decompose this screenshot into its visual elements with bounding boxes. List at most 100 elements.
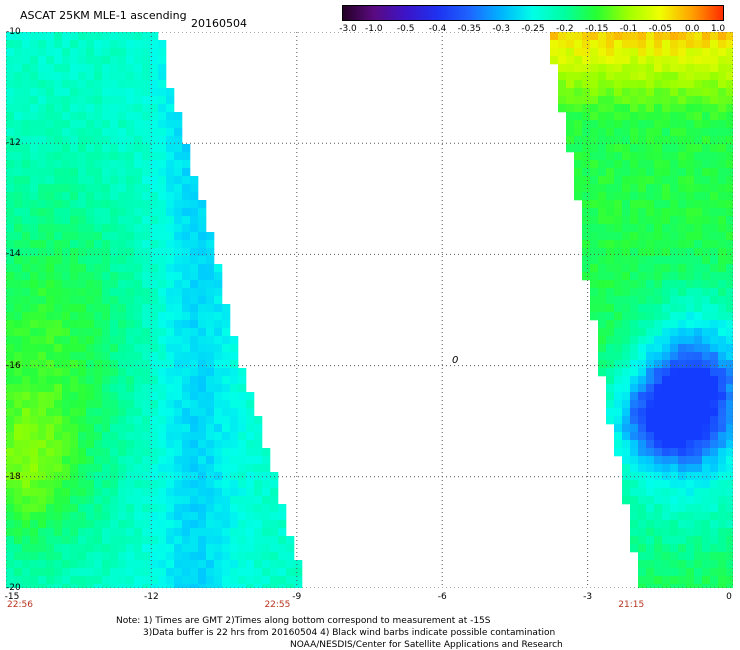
wind-cell: [694, 536, 703, 545]
wind-cell: [606, 192, 615, 201]
wind-cell: [118, 48, 127, 57]
wind-cell: [718, 160, 727, 169]
wind-cell: [726, 552, 733, 561]
wind-cell: [638, 384, 647, 393]
wind-cell: [182, 552, 191, 561]
wind-cell: [166, 312, 175, 321]
wind-cell: [22, 256, 31, 265]
wind-cell: [110, 232, 119, 241]
wind-cell: [22, 240, 31, 249]
wind-cell: [654, 528, 663, 537]
wind-cell: [46, 584, 55, 588]
wind-cell: [150, 240, 159, 249]
wind-cell: [238, 440, 247, 449]
wind-cell: [166, 584, 175, 588]
wind-cell: [694, 320, 703, 329]
wind-cell: [198, 512, 207, 521]
wind-cell: [622, 384, 631, 393]
wind-cell: [206, 504, 215, 513]
wind-cell: [134, 336, 143, 345]
wind-cell: [214, 432, 223, 441]
wind-cell: [142, 488, 151, 497]
wind-cell: [158, 488, 167, 497]
wind-cell: [630, 472, 639, 481]
wind-cell: [694, 272, 703, 281]
wind-cell: [54, 152, 63, 161]
wind-cell: [670, 288, 679, 297]
wind-cell: [78, 344, 87, 353]
wind-cell: [142, 64, 151, 73]
wind-cell: [158, 496, 167, 505]
wind-cell: [558, 72, 567, 81]
wind-cell: [78, 152, 87, 161]
wind-cell: [694, 312, 703, 321]
wind-cell: [174, 504, 183, 513]
wind-cell: [598, 136, 607, 145]
wind-cell: [142, 576, 151, 585]
wind-cell: [694, 192, 703, 201]
wind-cell: [30, 288, 39, 297]
wind-cell: [94, 240, 103, 249]
wind-cell: [702, 496, 711, 505]
wind-cell: [678, 224, 687, 233]
wind-cell: [6, 544, 15, 553]
wind-cell: [622, 296, 631, 305]
wind-cell: [238, 496, 247, 505]
wind-cell: [662, 232, 671, 241]
wind-cell: [158, 144, 167, 153]
wind-cell: [38, 256, 47, 265]
wind-cell: [630, 408, 639, 417]
wind-cell: [70, 552, 79, 561]
wind-cell: [38, 456, 47, 465]
wind-cell: [670, 368, 679, 377]
wind-cell: [598, 352, 607, 361]
wind-cell: [30, 296, 39, 305]
wind-cell: [14, 224, 23, 233]
wind-cell: [38, 240, 47, 249]
wind-cell: [702, 96, 711, 105]
wind-cell: [646, 232, 655, 241]
wind-cell: [182, 536, 191, 545]
wind-cell: [150, 192, 159, 201]
wind-cell: [606, 184, 615, 193]
wind-cell: [94, 96, 103, 105]
wind-cell: [142, 336, 151, 345]
wind-cell: [614, 144, 623, 153]
wind-cell: [726, 152, 733, 161]
wind-cell: [6, 128, 15, 137]
wind-cell: [190, 200, 199, 209]
wind-cell: [78, 416, 87, 425]
wind-cell: [686, 336, 695, 345]
wind-cell: [70, 112, 79, 121]
wind-cell: [702, 536, 711, 545]
wind-cell: [118, 120, 127, 129]
wind-cell: [78, 224, 87, 233]
wind-cell: [702, 232, 711, 241]
wind-cell: [134, 256, 143, 265]
wind-cell: [718, 584, 727, 588]
wind-cell: [726, 176, 733, 185]
wind-cell: [6, 64, 15, 73]
wind-cell: [622, 320, 631, 329]
wind-cell: [166, 336, 175, 345]
wind-cell: [118, 264, 127, 273]
wind-cell: [38, 408, 47, 417]
wind-cell: [158, 168, 167, 177]
wind-cell: [134, 176, 143, 185]
wind-cell: [62, 168, 71, 177]
wind-cell: [262, 480, 271, 489]
wind-cell: [86, 432, 95, 441]
wind-cell: [590, 200, 599, 209]
wind-cell: [598, 120, 607, 129]
wind-cell: [38, 96, 47, 105]
wind-cell: [726, 520, 733, 529]
wind-cell: [198, 496, 207, 505]
wind-cell: [166, 344, 175, 353]
wind-cell: [230, 456, 239, 465]
wind-cell: [670, 504, 679, 513]
wind-cell: [118, 456, 127, 465]
wind-cell: [678, 544, 687, 553]
wind-cell: [190, 432, 199, 441]
wind-cell: [30, 536, 39, 545]
wind-cell: [166, 416, 175, 425]
